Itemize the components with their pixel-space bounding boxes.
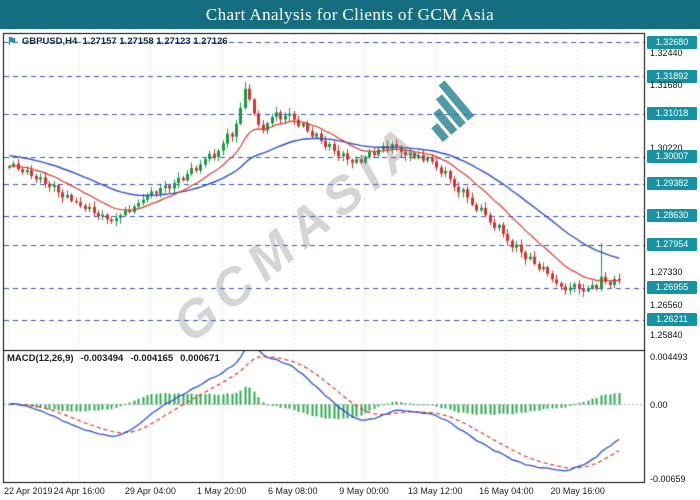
price-axis-label: 1.27330 bbox=[650, 266, 683, 277]
time-axis-label: 1 May 20:00 bbox=[196, 486, 247, 496]
price-axis-label: 1.25840 bbox=[650, 330, 683, 341]
macd-axis-label: 0.00 bbox=[650, 400, 668, 411]
price-level-badge: 1.32680 bbox=[647, 35, 697, 49]
symbol-quote-bar: ⚑ GBPUSD,H4 1.27157 1.27158 1.27123 1.27… bbox=[7, 36, 228, 47]
macd-axis-label: 0.004493 bbox=[650, 352, 688, 362]
price-level-badge: 1.29382 bbox=[647, 177, 697, 191]
time-axis-label: 9 May 00:00 bbox=[339, 486, 389, 496]
macd-name: MACD(12,26,9) bbox=[7, 353, 74, 364]
time-axis-label: 16 May 04:00 bbox=[479, 486, 534, 496]
price-level-badge: 1.26211 bbox=[647, 313, 697, 327]
price-level-badge: 1.31018 bbox=[647, 107, 697, 121]
bar-ohlc-values: 1.27157 1.27158 1.27123 1.27126 bbox=[82, 36, 228, 47]
price-level-badge: 1.27954 bbox=[647, 238, 697, 252]
time-axis-label: 20 May 16:00 bbox=[550, 486, 605, 496]
price-level-badge: 1.31892 bbox=[647, 69, 697, 83]
price-level-badge: 1.30007 bbox=[647, 150, 697, 164]
macd-indicator-label: MACD(12,26,9) -0.003494 -0.004165 0.0006… bbox=[7, 353, 220, 364]
flag-icon: ⚑ bbox=[7, 35, 17, 48]
price-axis-label: 1.32440 bbox=[650, 47, 683, 58]
price-level-badge: 1.28630 bbox=[647, 209, 697, 223]
time-axis-label: 22 Apr 2019 bbox=[4, 486, 53, 496]
macd-histogram-value: 0.000671 bbox=[180, 353, 220, 364]
price-axis-label: 1.31680 bbox=[650, 80, 683, 91]
macd-main-value: -0.003494 bbox=[80, 353, 124, 364]
price-level-badge: 1.26955 bbox=[647, 281, 697, 295]
price-axis-label: 1.26560 bbox=[650, 299, 683, 310]
macd-signal-value: -0.004165 bbox=[130, 353, 174, 364]
time-axis-label: 24 Apr 16:00 bbox=[53, 486, 105, 496]
price-axis-label: 1.30220 bbox=[650, 142, 683, 153]
time-axis-label: 29 Apr 04:00 bbox=[124, 486, 176, 496]
macd-axis-label: -0.00659 bbox=[650, 474, 686, 484]
symbol-timeframe-label: GBPUSD,H4 bbox=[21, 36, 78, 47]
time-axis-label: 6 May 08:00 bbox=[268, 486, 318, 496]
time-axis-label: 13 May 12:00 bbox=[407, 486, 463, 496]
